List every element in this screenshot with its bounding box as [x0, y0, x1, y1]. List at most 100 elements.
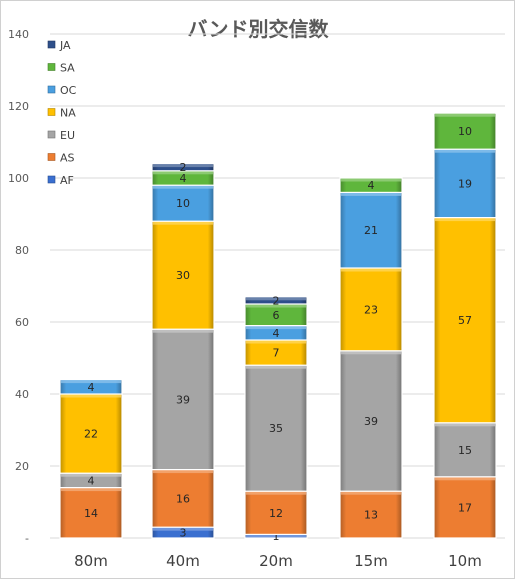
x-tick-label: 10m	[448, 552, 482, 570]
legend-swatch	[47, 40, 56, 49]
bar-segment-highlight	[153, 221, 213, 225]
legend-label: OC	[60, 84, 77, 97]
data-label: 10	[458, 125, 472, 138]
y-axis: - 20 40 60 80 100 120 140	[8, 28, 29, 545]
bar-segment	[244, 296, 308, 305]
x-tick-label: 15m	[354, 552, 388, 570]
legend: JA SA OC NA EU AS AF	[47, 39, 77, 187]
bar-segment	[151, 220, 215, 330]
bar-segment-highlight	[153, 185, 213, 189]
bar-segment-highlight	[435, 423, 495, 427]
bar-segment	[339, 490, 403, 539]
data-label: 10	[176, 197, 190, 210]
bar-segment-highlight	[341, 268, 401, 272]
bar-segment-highlight	[435, 218, 495, 222]
bars: 1442243163930104211235746213392321417155…	[59, 112, 497, 543]
x-tick-label: 80m	[74, 552, 108, 570]
x-axis: 80m 40m 20m 15m 10m	[74, 552, 482, 570]
data-label: 39	[364, 415, 378, 428]
data-label: 23	[364, 303, 378, 316]
y-tick-label: -	[25, 532, 29, 545]
data-label: 4	[88, 381, 95, 394]
y-tick-label: 120	[8, 100, 29, 113]
bar-segment-highlight	[341, 178, 401, 182]
bar-segment-highlight	[435, 149, 495, 153]
bar-segment	[244, 490, 308, 536]
bar-segment-highlight	[435, 113, 495, 117]
data-label: 12	[269, 507, 283, 520]
legend-label: JA	[59, 39, 71, 52]
bar-segment	[59, 487, 123, 539]
bar-segment-highlight	[341, 351, 401, 355]
y-tick-label: 140	[8, 28, 29, 41]
bar-segment	[433, 422, 497, 478]
bar-segment	[339, 267, 403, 352]
data-label: 4	[273, 327, 280, 340]
data-label: 2	[273, 294, 280, 307]
bar-segment	[151, 163, 215, 172]
data-label: 4	[180, 172, 187, 185]
y-tick-label: 60	[15, 316, 29, 329]
bar-segment-highlight	[61, 380, 121, 384]
y-tick-label: 100	[8, 172, 29, 185]
data-label: 14	[84, 507, 98, 520]
data-label: 39	[176, 393, 190, 406]
legend-label: NA	[60, 107, 76, 120]
bar-segment-highlight	[61, 473, 121, 477]
bar-segment	[433, 476, 497, 539]
bar-segment-highlight	[153, 527, 213, 531]
bar-segment	[244, 364, 308, 492]
data-label: 21	[364, 224, 378, 237]
bar-segment	[433, 112, 497, 150]
data-label: 19	[458, 177, 472, 190]
bar-segment	[433, 217, 497, 424]
bar-segment-highlight	[341, 491, 401, 495]
data-label: 2	[180, 161, 187, 174]
bar-segment	[433, 148, 497, 219]
data-label: 4	[88, 474, 95, 487]
bar-segment-highlight	[246, 365, 306, 369]
bar-segment	[339, 350, 403, 492]
data-label: 16	[176, 492, 190, 505]
legend-swatch	[47, 175, 56, 184]
data-label: 3	[180, 527, 187, 540]
bar-segment-highlight	[153, 164, 213, 168]
bar-segment-highlight	[246, 340, 306, 344]
legend-label: AS	[60, 152, 75, 165]
data-label: 7	[273, 347, 280, 360]
bar-segment-highlight	[61, 394, 121, 398]
legend-swatch	[47, 85, 56, 94]
legend-swatch	[47, 108, 56, 116]
data-label: 57	[458, 314, 472, 327]
y-tick-label: 20	[15, 460, 29, 473]
legend-label: EU	[60, 129, 75, 142]
bar-segment-highlight	[153, 171, 213, 175]
x-tick-label: 20m	[259, 552, 293, 570]
data-label: 17	[458, 501, 472, 514]
legend-swatch	[47, 153, 56, 161]
bar-segment	[339, 177, 403, 193]
legend-swatch	[47, 130, 56, 139]
y-tick-label: 80	[15, 244, 29, 257]
bar-segment-highlight	[246, 534, 306, 538]
gridlines	[50, 33, 505, 539]
bar-segment	[151, 469, 215, 528]
bar-segment-highlight	[153, 329, 213, 333]
bar-segment-highlight	[61, 488, 121, 492]
data-label: 15	[458, 444, 472, 457]
legend-label: SA	[60, 62, 75, 75]
data-label: 1	[273, 530, 280, 543]
bar-segment	[339, 191, 403, 269]
bar-segment-highlight	[246, 326, 306, 330]
bar-segment-highlight	[246, 297, 306, 301]
data-label: 4	[368, 179, 375, 192]
legend-swatch	[47, 63, 56, 71]
bar-segment-highlight	[153, 470, 213, 474]
x-tick-label: 40m	[166, 552, 200, 570]
y-tick-label: 40	[15, 388, 29, 401]
data-label: 13	[364, 509, 378, 522]
data-label: 35	[269, 422, 283, 435]
bar-segment-highlight	[435, 477, 495, 481]
bar-segment	[59, 379, 123, 395]
